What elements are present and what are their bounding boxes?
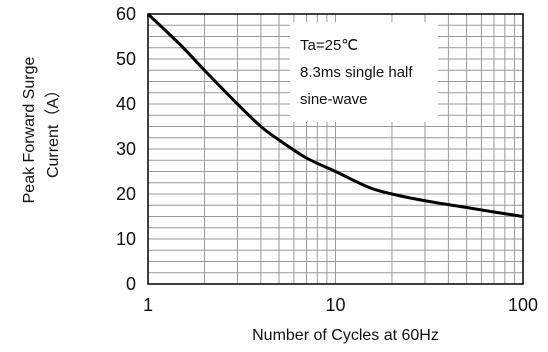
y-tick-label: 0 — [126, 274, 136, 294]
y-tick-label: 20 — [116, 184, 136, 204]
series-layer — [146, 12, 524, 218]
annotation-line: Ta=25℃ — [300, 37, 358, 54]
x-tick-label: 1 — [143, 295, 153, 315]
x-tick-label: 100 — [508, 295, 538, 315]
y-tick-label: 40 — [116, 94, 136, 114]
plot-frame — [147, 13, 524, 285]
y-tick-label: 10 — [116, 229, 136, 249]
annotation-line: 8.3ms single half — [300, 64, 413, 81]
x-axis-label: Number of Cycles at 60Hz — [252, 327, 439, 344]
labels: 0 10 20 30 40 50 60 1 10 100 Number of Cycles at 6… — [21, 4, 538, 344]
y-tick-label: 30 — [116, 139, 136, 159]
plot-border — [147, 13, 524, 285]
y-tick-label: 50 — [116, 49, 136, 69]
x-tick-label: 10 — [325, 295, 345, 315]
y-axis-label: Peak Forward Surge — [21, 57, 38, 204]
y-tick-label: 60 — [116, 4, 136, 24]
annotation-line: sine-wave — [300, 91, 368, 108]
y-axis-label: Current（A） — [44, 82, 62, 178]
series-line-0 — [146, 12, 524, 218]
annotation-box — [290, 22, 438, 122]
